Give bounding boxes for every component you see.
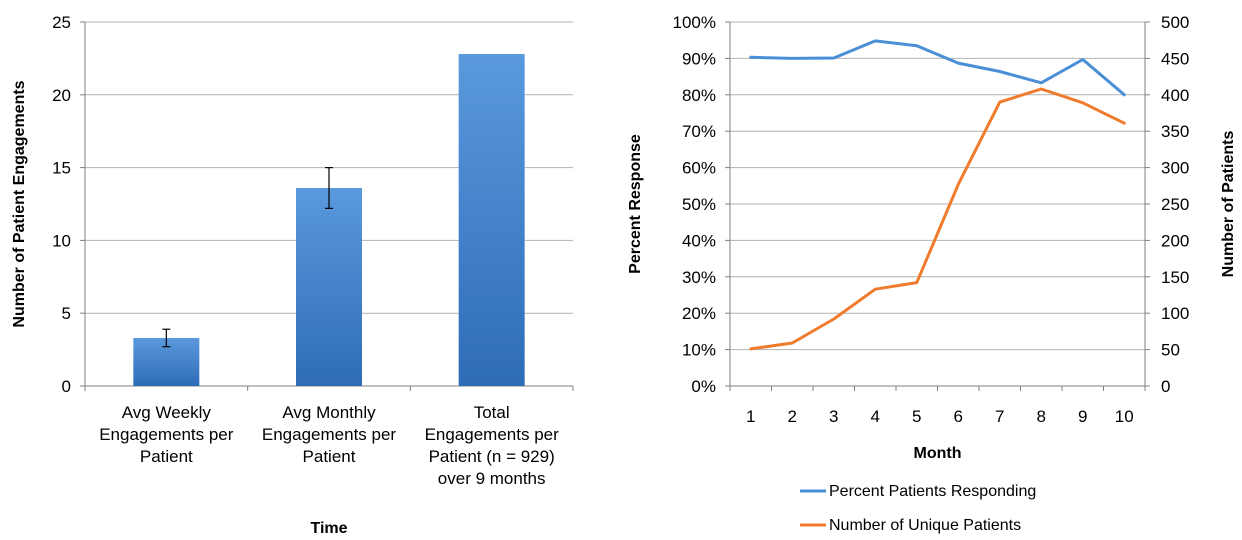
category-label: Patient (n = 929)	[429, 447, 555, 466]
series-line	[749, 87, 1126, 351]
y-tick-label: 5	[62, 304, 71, 323]
y2-tick-label: 100	[1161, 304, 1189, 323]
x-tick-label: 5	[912, 407, 921, 426]
category-label: Engagements per	[99, 425, 234, 444]
x-tick-label: 3	[829, 407, 838, 426]
category-label: Patient	[303, 447, 356, 466]
category-label: Patient	[140, 447, 193, 466]
x-tick-label: 7	[995, 407, 1004, 426]
y2-tick-label: 0	[1161, 377, 1170, 396]
y-tick-label: 0	[62, 377, 71, 396]
x-axis-title: Time	[310, 520, 347, 537]
category-label: Total	[474, 403, 510, 422]
y-tick-label: 15	[52, 159, 71, 178]
x-tick-label: 4	[871, 407, 880, 426]
y2-tick-label: 450	[1161, 49, 1189, 68]
y-axis-title: Percent Response	[627, 134, 644, 274]
x-tick-label: 8	[1037, 407, 1046, 426]
x-tick-label: 6	[954, 407, 963, 426]
y-tick-label: 10	[52, 231, 71, 250]
x-tick-label: 1	[746, 407, 755, 426]
y-tick-label: 0%	[691, 377, 716, 396]
y2-tick-label: 250	[1161, 195, 1189, 214]
category-label: Engagements per	[425, 425, 560, 444]
y-tick-label: 20	[52, 86, 71, 105]
category-label: Avg Monthly	[282, 403, 376, 422]
x-axis-title: Month	[914, 445, 962, 462]
y2-tick-label: 500	[1161, 13, 1189, 32]
y2-tick-label: 150	[1161, 268, 1189, 287]
y-tick-label: 80%	[682, 86, 716, 105]
y-tick-label: 50%	[682, 195, 716, 214]
y-axis-title: Number of Patient Engagements	[11, 80, 28, 327]
y-tick-label: 10%	[682, 341, 716, 360]
bar	[458, 54, 525, 386]
y-tick-label: 30%	[682, 268, 716, 287]
x-tick-label: 10	[1115, 407, 1134, 426]
category-label: Engagements per	[262, 425, 397, 444]
y-tick-label: 25	[52, 13, 71, 32]
y-tick-label: 40%	[682, 231, 716, 250]
y-tick-label: 60%	[682, 159, 716, 178]
y2-tick-label: 200	[1161, 231, 1189, 250]
y-tick-label: 70%	[682, 122, 716, 141]
x-tick-label: 2	[788, 407, 797, 426]
y-tick-label: 90%	[682, 49, 716, 68]
x-tick-label: 9	[1078, 407, 1087, 426]
y2-axis-title: Number of Patients	[1220, 131, 1237, 278]
category-label: over 9 months	[438, 469, 546, 488]
legend-label: Number of Unique Patients	[829, 517, 1021, 534]
y-tick-label: 100%	[673, 13, 716, 32]
y2-tick-label: 300	[1161, 159, 1189, 178]
bar	[296, 187, 362, 386]
y-tick-label: 20%	[682, 304, 716, 323]
y2-tick-label: 400	[1161, 86, 1189, 105]
y2-tick-label: 350	[1161, 122, 1189, 141]
category-label: Avg Weekly	[122, 403, 212, 422]
series-line	[749, 39, 1126, 97]
y2-tick-label: 50	[1161, 341, 1180, 360]
legend-label: Percent Patients Responding	[829, 483, 1036, 500]
